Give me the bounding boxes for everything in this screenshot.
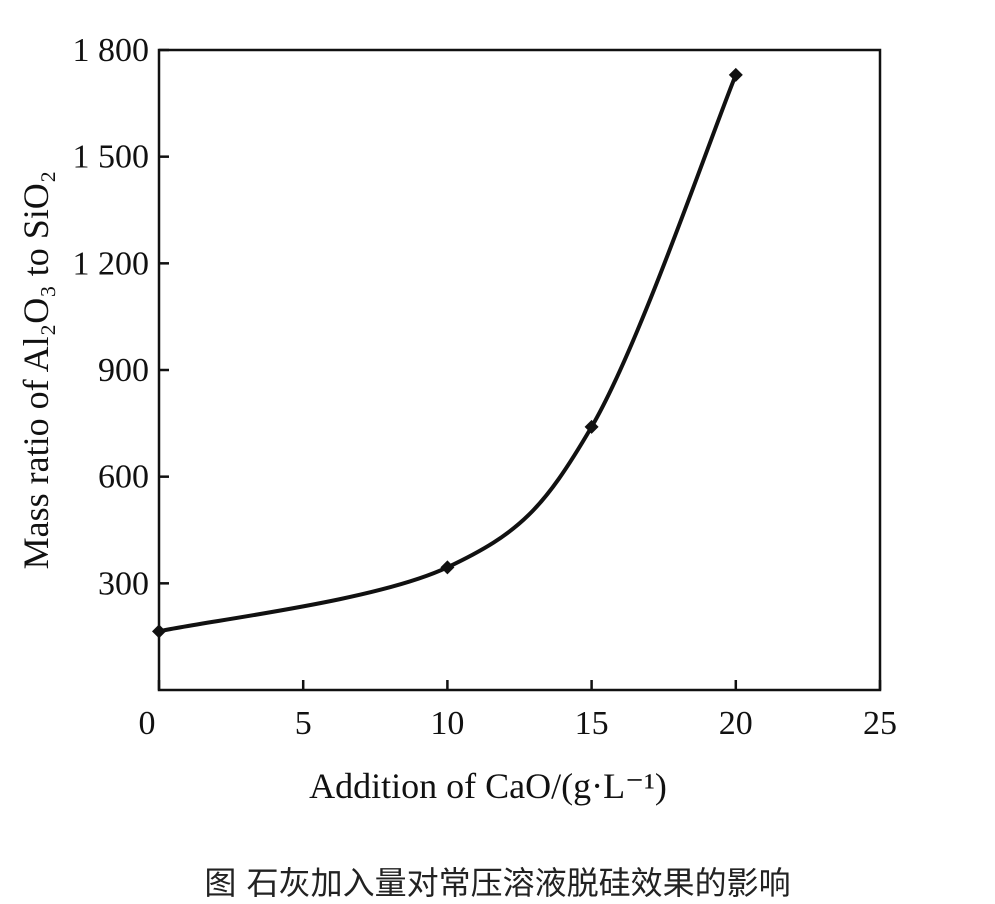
y-tick-label: 1 800 [73,32,150,69]
y-tick-label: 1 500 [73,139,150,176]
x-tick-label: 5 [295,705,312,742]
y-tick-label: 900 [98,352,149,389]
x-axis-title: Addition of CaO/(g·L⁻¹) [309,766,667,806]
plot-frame [157,48,882,692]
data-point-marker [728,67,743,82]
x-tick-label: 15 [575,705,609,742]
x-tick-label: 20 [719,705,753,742]
y-tick-label: 300 [98,565,149,602]
series-line [158,74,738,634]
y-tick-label: 1 200 [73,245,150,282]
y-axis-title: Mass ratio of Al₂O₃ to SiO₂ [16,171,56,570]
y-tick-label: 600 [98,459,149,496]
y-axis-ticks: 300 600 900 1 200 1 500 1 800 [73,32,169,602]
x-axis-ticks: 0 5 10 15 20 25 [139,680,897,742]
chart-svg: 300 600 900 1 200 1 500 1 800 0 5 10 15 20 25 Addi… [16,32,897,806]
data-point-marker [584,419,599,434]
data-point-marker [152,624,166,639]
x-tick-label: 25 [863,705,897,742]
x-tick-label: 0 [139,705,156,742]
x-tick-label: 10 [430,705,464,742]
data-point-marker [440,560,455,575]
figure-caption: 图 石灰加入量对常压溶液脱硅效果的影响 [204,864,791,902]
series-markers [152,67,743,639]
